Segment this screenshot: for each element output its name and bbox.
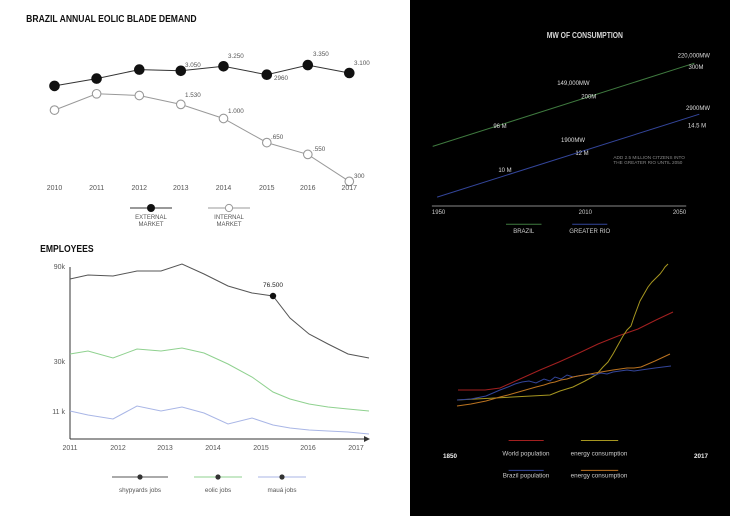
svg-text:2011: 2011 (89, 185, 104, 192)
svg-text:149,000MW: 149,000MW (557, 81, 590, 87)
svg-text:2014: 2014 (216, 185, 232, 192)
svg-text:2013: 2013 (157, 445, 173, 452)
svg-text:3.050: 3.050 (185, 62, 201, 69)
svg-text:.550: .550 (313, 146, 326, 153)
svg-text:14.5 M: 14.5 M (688, 123, 706, 129)
svg-text:1.530: 1.530 (185, 92, 201, 99)
svg-text:2012: 2012 (110, 445, 126, 452)
svg-text:2017: 2017 (348, 445, 364, 452)
svg-text:INTERNAL: INTERNAL (214, 215, 244, 221)
svg-text:10 M: 10 M (498, 168, 511, 174)
svg-text:3.350: 3.350 (313, 51, 329, 58)
svg-text:300M: 300M (688, 65, 703, 71)
svg-text:2016: 2016 (300, 445, 316, 452)
svg-text:2013: 2013 (173, 185, 189, 192)
svg-text:EXTERNAL: EXTERNAL (135, 215, 167, 221)
svg-text:2010: 2010 (579, 210, 593, 216)
svg-text:200M: 200M (581, 95, 596, 101)
svg-text:3.100: 3.100 (354, 60, 370, 67)
svg-text:THE GREATER RIO UNTIL 2050: THE GREATER RIO UNTIL 2050 (613, 160, 682, 165)
svg-text:energy consumption: energy consumption (571, 472, 628, 479)
svg-text:220,000MW: 220,000MW (678, 54, 711, 60)
svg-text:World population: World population (502, 451, 550, 458)
svg-text:2017: 2017 (694, 453, 709, 460)
svg-text:2015: 2015 (253, 445, 269, 452)
svg-text:2011: 2011 (62, 445, 77, 452)
svg-text:mauá jobs: mauá jobs (267, 487, 296, 494)
svg-text:2015: 2015 (259, 185, 275, 192)
svg-text:2017: 2017 (342, 185, 358, 192)
svg-text:energy consumption: energy consumption (571, 451, 628, 458)
svg-text:MW OF CONSUMPTION: MW OF CONSUMPTION (547, 30, 623, 40)
svg-text:2050: 2050 (673, 210, 687, 216)
svg-text:eolic jobs: eolic jobs (205, 487, 231, 494)
svg-text:BRAZIL ANNUAL EOLIC BLADE DEMA: BRAZIL ANNUAL EOLIC BLADE DEMAND (26, 13, 197, 25)
svg-text:96 M: 96 M (493, 124, 506, 130)
svg-text:MARKET: MARKET (216, 222, 241, 228)
svg-text:11 k: 11 k (52, 409, 65, 416)
svg-text:.650: .650 (271, 134, 284, 141)
svg-text:12 M: 12 M (575, 151, 588, 157)
svg-text:90k: 90k (54, 264, 66, 271)
svg-text:76.500: 76.500 (263, 282, 283, 289)
svg-text:2900MW: 2900MW (686, 106, 710, 112)
svg-text:2010: 2010 (47, 185, 63, 192)
svg-text:30k: 30k (54, 359, 66, 366)
svg-text:1950: 1950 (432, 210, 446, 216)
svg-text:BRAZIL: BRAZIL (513, 229, 535, 235)
svg-text:2016: 2016 (300, 185, 316, 192)
svg-text:3.250: 3.250 (228, 53, 244, 60)
svg-text:2012: 2012 (132, 185, 148, 192)
svg-text:2960: 2960 (274, 75, 289, 82)
svg-text:Brazil population: Brazil population (503, 472, 550, 479)
svg-text:1.000: 1.000 (228, 108, 244, 115)
svg-text:MARKET: MARKET (138, 222, 163, 228)
svg-text:1850: 1850 (443, 453, 458, 460)
svg-text:1900MW: 1900MW (561, 138, 585, 144)
svg-text:2014: 2014 (205, 445, 221, 452)
svg-text:300: 300 (354, 173, 365, 180)
svg-text:GREATER RIO: GREATER RIO (569, 229, 610, 235)
svg-text:shypyards jobs: shypyards jobs (119, 487, 161, 494)
